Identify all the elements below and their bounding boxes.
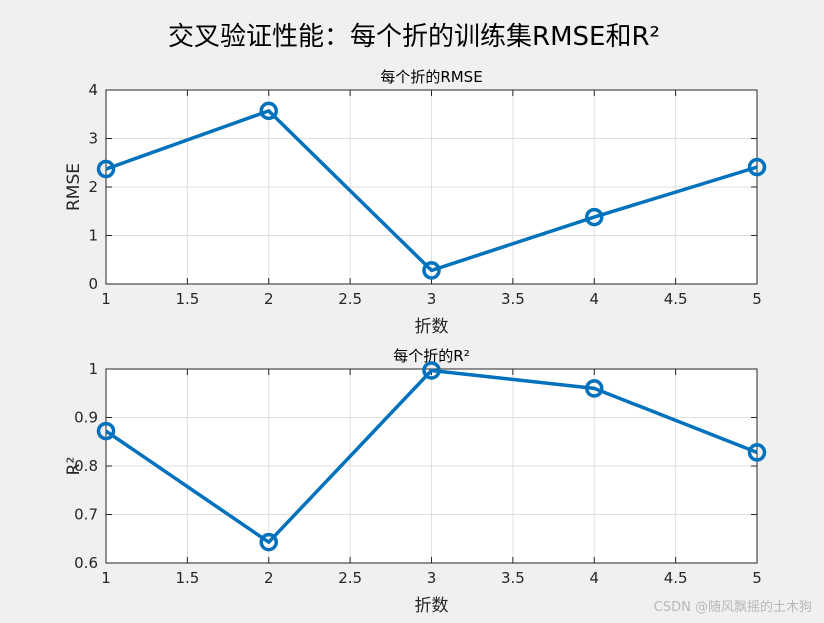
y-tick-label: 2 [88, 178, 98, 196]
x-tick-label: 5 [752, 569, 762, 587]
x-tick-label: 2.5 [338, 569, 362, 587]
x-tick-label: 5 [752, 290, 762, 308]
x-tick-label: 2 [264, 290, 274, 308]
x-tick-label: 1.5 [175, 569, 199, 587]
x-tick-label: 1.5 [175, 290, 199, 308]
y-tick-label: 1 [88, 360, 98, 378]
data-point-marker [585, 379, 604, 398]
data-point-marker [747, 443, 767, 462]
x-tick-label: 3 [427, 569, 437, 587]
series-line [105, 109, 758, 273]
watermark-text: CSDN @随风飘摇的土木狗 [654, 599, 812, 615]
data-point-marker [747, 157, 767, 177]
y-tick-label: 1 [88, 227, 98, 245]
x-tick-label: 1 [101, 569, 111, 587]
x-tick-label: 3.5 [501, 569, 525, 587]
x-tick-label: 4.5 [664, 569, 688, 587]
y-tick-label: 0.6 [74, 554, 98, 572]
y-tick-label: 0 [88, 275, 98, 293]
data-point-marker [422, 261, 441, 280]
y-tick-label: 0.8 [74, 457, 98, 475]
x-tick-label: 4.5 [664, 290, 688, 308]
x-axis-label: 折数 [415, 317, 449, 337]
x-tick-label: 3 [427, 290, 437, 308]
data-point-marker [259, 532, 278, 552]
y-axis-label: RMSE [64, 163, 84, 211]
axes-2: 1 1.5 2 2.5 3 3.5 4 4.5 5 0.6 0.7 0.8 0.9 1 每个折的R² 折数 R² [64, 347, 767, 616]
y-tick-label: 3 [88, 130, 98, 148]
x-tick-label: 4 [589, 569, 599, 587]
data-point-marker [259, 101, 278, 121]
x-tick-label: 2.5 [338, 290, 362, 308]
y-axis-label: R² [64, 457, 84, 476]
x-tick-label: 3.5 [501, 290, 525, 308]
data-point-marker [585, 207, 604, 227]
data-point-marker [422, 361, 441, 380]
data-point-marker [96, 159, 116, 179]
x-axis-label: 折数 [415, 596, 449, 616]
figure-suptitle: 交叉验证性能：每个折的训练集RMSE和R² [168, 22, 660, 52]
y-tick-label: 0.7 [74, 506, 98, 524]
series-line [105, 368, 758, 544]
x-tick-label: 2 [264, 569, 274, 587]
axes-title: 每个折的R² [393, 347, 469, 365]
x-tick-label: 1 [101, 290, 111, 308]
y-tick-label: 4 [88, 81, 98, 99]
x-tick-label: 4 [589, 290, 599, 308]
axes-title: 每个折的RMSE [380, 68, 482, 86]
data-point-marker [96, 421, 116, 441]
y-tick-label: 0.9 [74, 409, 98, 427]
